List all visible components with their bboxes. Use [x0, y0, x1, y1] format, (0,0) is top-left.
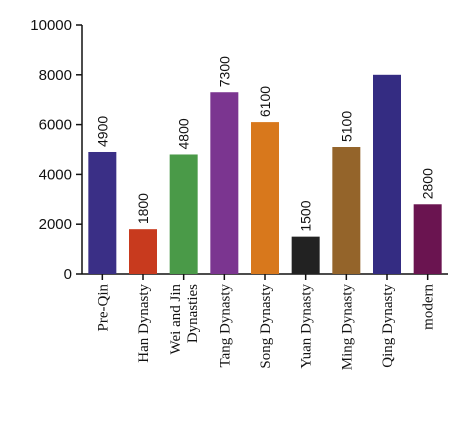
x-tick-label: Ming Dynasty	[339, 284, 355, 371]
x-tick-label: Qing Dynasty	[380, 284, 396, 368]
y-tick-label: 0	[64, 266, 72, 283]
value-label: 4900	[94, 116, 110, 147]
x-tick-label: Han Dynasty	[136, 284, 152, 363]
x-tick-label: Wei and Jin Dynasties	[168, 284, 201, 355]
y-tick-label: 2000	[39, 216, 72, 233]
x-tick-label: Pre-Qin	[95, 284, 111, 332]
x-tick-label: Yuan Dynasty	[299, 284, 315, 369]
bar	[88, 151, 117, 274]
x-tick-label: Tang Dynasty	[217, 284, 233, 368]
bar	[373, 74, 401, 274]
y-tick-label: 10000	[30, 17, 72, 34]
bar	[291, 236, 320, 274]
value-label: 1500	[298, 200, 314, 231]
value-label: 4800	[176, 118, 192, 149]
bar	[210, 92, 239, 274]
x-tick-label: Song Dynasty	[258, 284, 274, 369]
value-label: 7300	[216, 56, 232, 87]
bar	[129, 229, 157, 274]
y-tick-label: 6000	[39, 117, 72, 134]
y-tick-label: 8000	[39, 67, 72, 84]
bar	[413, 204, 442, 274]
bar	[169, 154, 198, 274]
bar	[251, 122, 279, 274]
value-label: 6100	[257, 86, 273, 117]
value-label: 5100	[338, 111, 354, 142]
value-label: 1800	[135, 193, 151, 224]
value-label: 2800	[420, 168, 436, 199]
bar	[332, 147, 361, 274]
x-tick-label: modern	[421, 284, 437, 330]
y-tick-label: 4000	[39, 166, 72, 183]
